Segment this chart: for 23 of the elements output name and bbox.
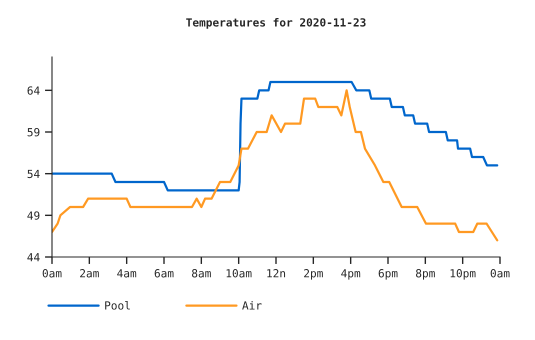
x-tick-label: 2pm [304,269,323,280]
line-series [52,80,498,192]
x-tick-label: 6pm [378,269,398,280]
y-tick-label: 64 [28,86,40,95]
chart-title: Temperatures for 2020-11-23 [186,18,366,29]
y-tick-label: 44 [27,253,40,262]
x-tick-label: 4am [117,269,136,278]
x-tick-label: 0am [42,269,62,278]
x-tick-label: 0am [490,269,510,278]
legend-label: Pool [105,301,130,310]
legend-label: Air [242,301,262,310]
x-tick-label: 8pm [416,269,435,280]
x-tick-label: 4pm [341,269,360,280]
y-tick-label: 59 [28,128,40,136]
x-tick-label: 12n [267,269,286,278]
x-tick-label: 10am [226,269,252,278]
line-series [52,89,498,242]
x-tick-label: 6am [154,269,174,278]
y-tick-label: 49 [27,211,40,220]
x-tick-label: 2am [80,269,99,278]
x-tick-label: 8am [192,269,211,278]
y-tick-label: 54 [28,170,40,178]
x-tick-label: 10pm [450,269,476,280]
